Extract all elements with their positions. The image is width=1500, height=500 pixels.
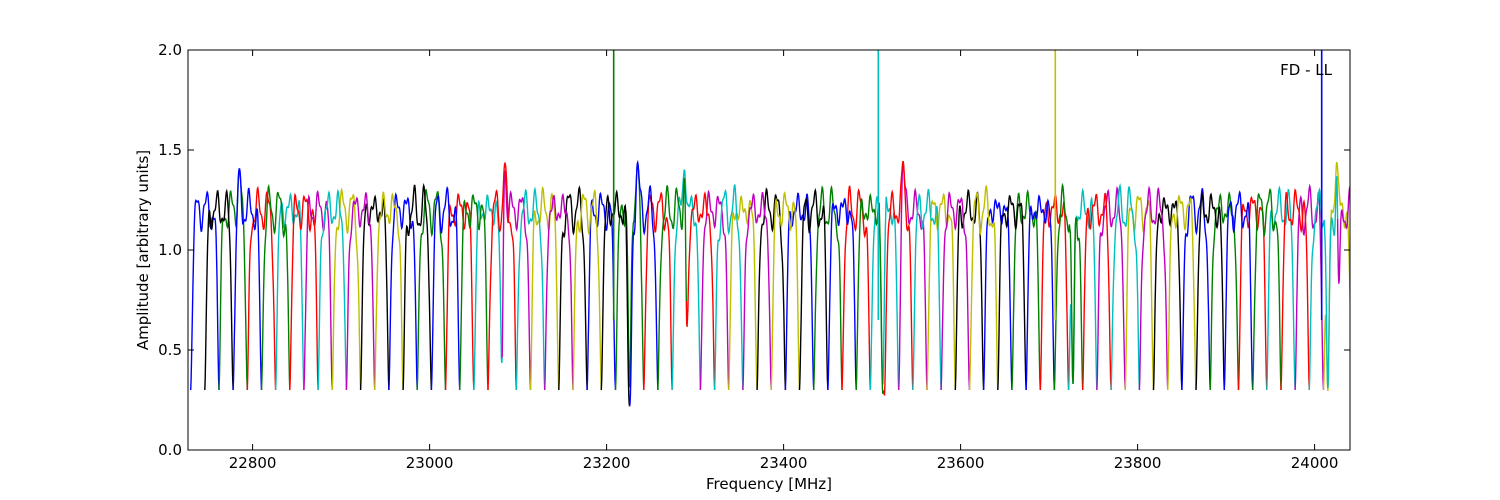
channel-series-line bbox=[1252, 188, 1282, 391]
channel-series-line bbox=[968, 185, 999, 391]
channel-series-line bbox=[827, 197, 857, 391]
channel-series-line bbox=[742, 191, 772, 391]
channel-series-line bbox=[1280, 188, 1310, 391]
channel-series-line bbox=[487, 161, 517, 391]
channel-series-line bbox=[883, 160, 914, 396]
channel-series-line bbox=[600, 189, 631, 407]
channel-series-line bbox=[317, 188, 348, 391]
channel-series-line bbox=[657, 177, 687, 391]
y-tick-label: 2.0 bbox=[158, 41, 182, 59]
channel-series-line bbox=[374, 191, 404, 391]
channel-series-line bbox=[444, 193, 475, 391]
channel-series-line bbox=[1053, 182, 1084, 391]
channel-series-line bbox=[529, 186, 560, 391]
y-tick-label: 0.5 bbox=[158, 341, 182, 359]
channel-series-line bbox=[246, 185, 277, 391]
channel-series-line bbox=[756, 187, 787, 391]
x-tick-label: 23000 bbox=[406, 454, 454, 472]
channel-series-line bbox=[586, 192, 617, 391]
channel-series-line bbox=[1195, 191, 1225, 391]
x-tick-label: 22800 bbox=[229, 454, 277, 472]
channel-series-line bbox=[232, 167, 263, 391]
ticks-layer: 22800 23000 23200 23400 23600 23800 24000 0.0 0.… bbox=[158, 41, 1350, 472]
series-layer bbox=[190, 50, 1350, 407]
y-tick-label: 1.5 bbox=[158, 141, 182, 159]
channel-series-line bbox=[303, 189, 333, 391]
channel-series-line bbox=[855, 192, 886, 396]
x-tick-label: 23600 bbox=[937, 454, 985, 472]
channel-series-line bbox=[784, 192, 815, 391]
channel-series-line bbox=[289, 192, 319, 391]
channel-series-line bbox=[331, 187, 362, 391]
channel-series-line bbox=[190, 190, 220, 391]
channel-series-line bbox=[926, 192, 956, 391]
channel-series-line bbox=[473, 194, 503, 391]
channel-series-line bbox=[430, 185, 461, 391]
channel-series-line bbox=[204, 188, 234, 391]
x-tick-label: 23400 bbox=[760, 454, 808, 472]
channel-series-line bbox=[1336, 185, 1350, 284]
channel-series-line bbox=[501, 170, 532, 391]
channel-series-line bbox=[940, 191, 971, 391]
channel-series-line bbox=[997, 194, 1027, 391]
x-axis-title: Frequency [MHz] bbox=[706, 475, 832, 493]
x-tick-label: 24000 bbox=[1291, 454, 1339, 472]
channel-series-line bbox=[1110, 183, 1141, 391]
channel-series-line bbox=[260, 183, 291, 391]
channel-series-line bbox=[1167, 194, 1197, 391]
channel-series-line bbox=[345, 191, 376, 391]
x-tick-label: 23200 bbox=[583, 454, 631, 472]
channel-series-line bbox=[274, 192, 305, 391]
channel-series-line bbox=[912, 188, 942, 391]
channel-series-line bbox=[1096, 185, 1126, 391]
channel-series-line bbox=[572, 189, 602, 391]
channel-series-line bbox=[1124, 195, 1155, 391]
channel-series-line bbox=[841, 185, 871, 391]
channel-series-line bbox=[798, 187, 829, 391]
channel-series-line bbox=[1209, 191, 1240, 391]
channel-series-line bbox=[1181, 188, 1211, 391]
channel-series-line bbox=[1025, 194, 1056, 391]
y-axis-title: Amplitude [arbitrary units] bbox=[134, 150, 152, 350]
channel-series-line bbox=[459, 193, 489, 391]
channel-series-line bbox=[558, 185, 588, 391]
chart-annotation: FD - LL bbox=[1280, 61, 1332, 79]
y-tick-label: 1.0 bbox=[158, 241, 182, 259]
channel-series-line bbox=[1138, 185, 1169, 391]
channel-series-line bbox=[699, 189, 730, 391]
channel-series-line bbox=[1308, 176, 1339, 391]
channel-series-line bbox=[713, 183, 744, 391]
channel-series-line bbox=[402, 182, 433, 391]
channel-series-line bbox=[1223, 190, 1254, 391]
channel-series-line bbox=[515, 186, 546, 391]
channel-series-line bbox=[728, 195, 758, 391]
y-tick-label: 0.0 bbox=[158, 441, 182, 459]
x-tick-label: 23800 bbox=[1114, 454, 1162, 472]
channel-series-line bbox=[544, 192, 574, 391]
channel-series-line bbox=[388, 192, 418, 391]
channel-series-line bbox=[628, 159, 659, 407]
channel-series-line bbox=[671, 169, 702, 391]
channel-series-line bbox=[416, 188, 447, 391]
channel-series-line bbox=[770, 191, 801, 391]
channel-series-line bbox=[1082, 192, 1112, 391]
channel-series-line bbox=[685, 191, 716, 391]
